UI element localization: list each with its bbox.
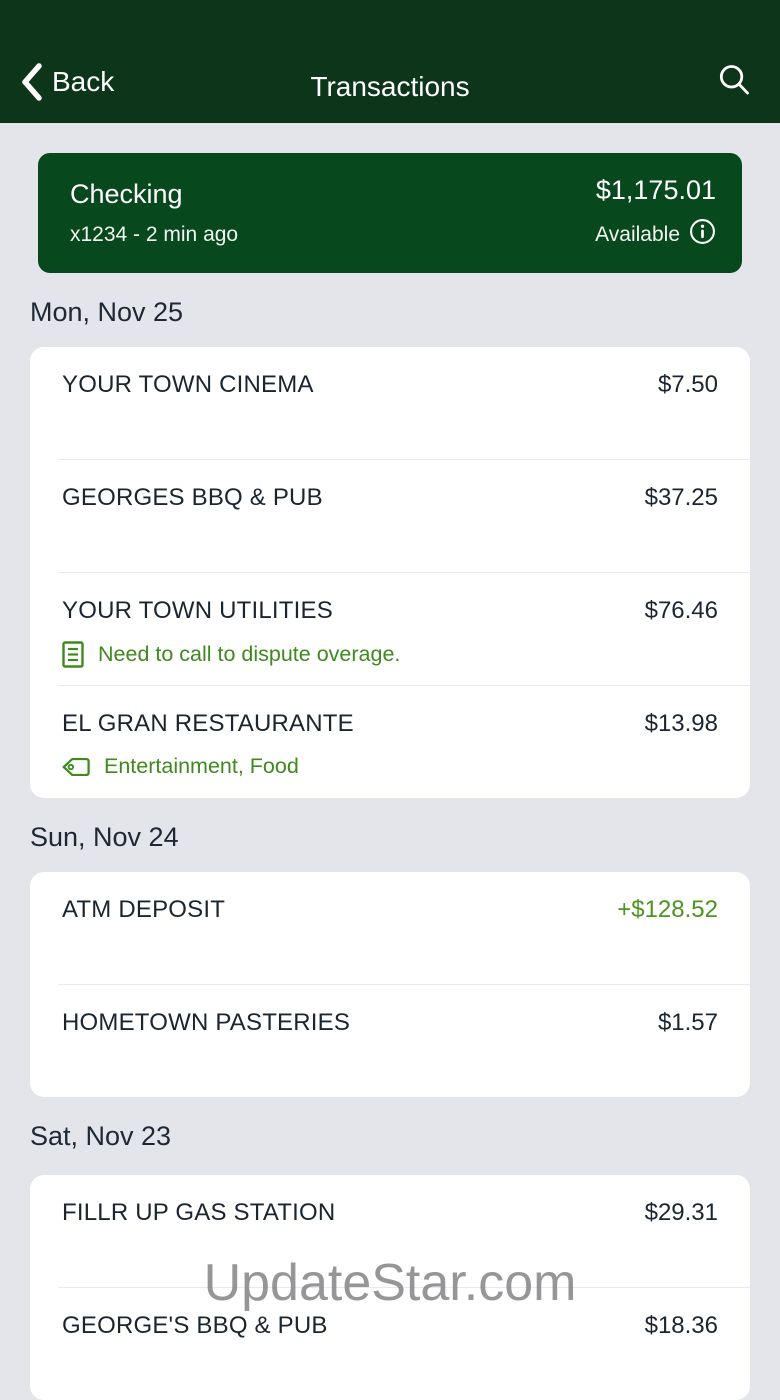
transactions-card: ATM DEPOSIT +$128.52 HOMETOWN PASTERIES …: [30, 872, 750, 1097]
row-divider: [58, 1287, 750, 1288]
transaction-row[interactable]: YOUR TOWN CINEMA $7.50: [30, 347, 750, 459]
transaction-name: YOUR TOWN UTILITIES: [62, 597, 333, 624]
date-header: Mon, Nov 25: [30, 297, 184, 327]
row-divider: [58, 572, 750, 573]
transaction-row[interactable]: FILLR UP GAS STATION $29.31: [30, 1175, 750, 1287]
transaction-group: Sat, Nov 23 FILLR UP GAS STATION $29.31 …: [30, 1119, 750, 1400]
account-name: Checking: [70, 179, 183, 209]
account-detail: x1234 - 2 min ago: [70, 223, 239, 246]
back-label: Back: [52, 66, 115, 97]
transaction-name: HOMETOWN PASTERIES: [62, 1009, 351, 1036]
transaction-row[interactable]: HOMETOWN PASTERIES $1.57: [30, 985, 750, 1097]
transaction-name: YOUR TOWN CINEMA: [62, 371, 314, 398]
transaction-amount: $13.98: [644, 710, 718, 737]
transaction-row[interactable]: YOUR TOWN UTILITIES $76.46 Need to call …: [30, 573, 750, 685]
account-balance: $1,175.01: [595, 175, 716, 205]
back-chevron-icon: [20, 61, 44, 103]
transaction-name: EL GRAN RESTAURANTE: [62, 710, 354, 737]
date-header: Sun, Nov 24: [30, 822, 179, 852]
transaction-amount: $76.46: [644, 597, 718, 624]
transaction-row[interactable]: GEORGE'S BBQ & PUB $18.36: [30, 1288, 750, 1400]
transaction-row[interactable]: EL GRAN RESTAURANTE $13.98 Entertainment…: [30, 686, 750, 798]
row-divider: [58, 685, 750, 686]
transactions-card: FILLR UP GAS STATION $29.31 GEORGE'S BBQ…: [30, 1175, 750, 1400]
page-title: Transactions: [310, 71, 470, 102]
transaction-name: GEORGES BBQ & PUB: [62, 484, 323, 511]
transaction-name: ATM DEPOSIT: [62, 896, 226, 923]
transaction-name: FILLR UP GAS STATION: [62, 1199, 336, 1226]
transaction-group: Mon, Nov 25 YOUR TOWN CINEMA $7.50 GEORG…: [30, 295, 750, 798]
transactions-card: YOUR TOWN CINEMA $7.50 GEORGES BBQ & PUB…: [30, 347, 750, 798]
transaction-group: Sun, Nov 24 ATM DEPOSIT +$128.52 HOMETOW…: [30, 820, 750, 1097]
transaction-row[interactable]: GEORGES BBQ & PUB $37.25: [30, 460, 750, 572]
transaction-amount: $37.25: [644, 484, 718, 511]
transaction-note: Need to call to dispute overage.: [98, 642, 401, 666]
account-summary-card[interactable]: Checking x1234 - 2 min ago $1,175.01 Ava…: [38, 153, 742, 273]
info-icon[interactable]: [689, 218, 716, 252]
transaction-tags: Entertainment, Food: [104, 754, 299, 778]
transaction-amount: $29.31: [644, 1199, 718, 1226]
tag-icon: [62, 757, 90, 777]
row-divider: [58, 459, 750, 460]
navbar: Back Transactions: [0, 0, 780, 123]
transaction-amount: $7.50: [657, 371, 718, 398]
date-header: Sat, Nov 23: [30, 1121, 172, 1151]
available-label: Available: [595, 223, 680, 246]
search-icon: [716, 62, 752, 103]
back-button[interactable]: Back: [20, 61, 114, 103]
transaction-row[interactable]: ATM DEPOSIT +$128.52: [30, 872, 750, 984]
note-icon: [62, 641, 84, 668]
transaction-amount: $1.57: [657, 1009, 718, 1036]
transaction-amount: +$128.52: [617, 896, 718, 923]
transaction-amount: $18.36: [644, 1312, 718, 1339]
transaction-name: GEORGE'S BBQ & PUB: [62, 1312, 328, 1339]
row-divider: [58, 984, 750, 985]
search-button[interactable]: [716, 62, 752, 103]
